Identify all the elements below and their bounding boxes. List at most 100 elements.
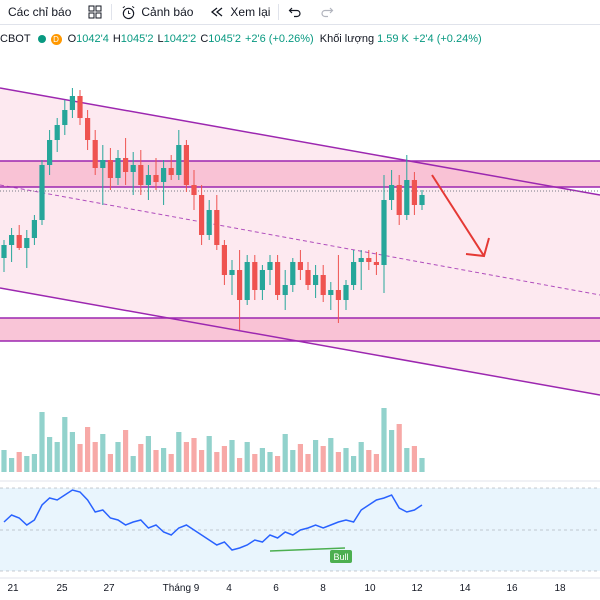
candle-body: [130, 165, 136, 172]
volume-bar: [358, 442, 364, 472]
volume-bar: [54, 442, 60, 472]
symbol-legend: CBOT D O 1042'4 H 1045'2 L 1042'2 C 1045'2 +…: [0, 30, 482, 48]
volume-bar: [130, 456, 136, 472]
candle-body: [9, 235, 15, 245]
volume-bar: [313, 440, 319, 472]
candle-body: [16, 235, 22, 248]
change-value: +2'6 (+0.26%): [244, 33, 314, 45]
x-tick-label: 6: [273, 583, 279, 594]
time-axis[interactable]: 21 25 27 Tháng 9 4 6 8 10 12 14 16 18: [0, 578, 600, 600]
volume-bar: [69, 432, 75, 472]
indicators-label: Các chỉ báo: [8, 5, 72, 19]
volume-bar: [259, 448, 265, 472]
candle-body: [404, 180, 410, 215]
candle-body: [176, 145, 182, 175]
x-tick-label: Tháng 9: [162, 583, 200, 594]
candle-body: [373, 262, 379, 265]
x-tick-label: 27: [103, 583, 115, 594]
channel-mid-line: [0, 184, 600, 296]
candle-body: [168, 168, 174, 175]
candle-body: [145, 175, 151, 185]
forecast-arrow-head: [465, 237, 490, 258]
volume-bar: [297, 444, 303, 472]
volume-bar: [115, 442, 121, 472]
redo-icon: [319, 4, 335, 20]
volume-bar: [373, 454, 379, 472]
candle-body: [335, 290, 341, 300]
x-tick-label: 4: [226, 583, 232, 594]
candle-body: [320, 275, 326, 295]
candle-body: [282, 285, 288, 295]
high-value: 1045'2: [120, 33, 154, 45]
volume-bar: [199, 450, 205, 472]
candle-body: [153, 175, 159, 182]
alert-button[interactable]: Cảnh báo: [112, 0, 201, 24]
volume-bar: [320, 446, 326, 472]
candle-body: [351, 262, 357, 285]
x-tick-label: 16: [506, 583, 518, 594]
volume-bar: [206, 436, 212, 472]
forecast-arrow-line: [431, 174, 485, 257]
support-zone: [0, 318, 600, 341]
top-toolbar: Các chỉ báo Cảnh báo Xem lại: [0, 0, 600, 25]
candle-body: [77, 96, 83, 118]
candle-body: [389, 185, 395, 200]
low-label: L: [157, 33, 164, 45]
undo-button[interactable]: [279, 0, 311, 24]
candle-body: [92, 140, 98, 168]
volume-bar: [328, 438, 334, 472]
grid-icon: [87, 4, 103, 20]
volume-bar: [335, 452, 341, 472]
candle-body: [275, 262, 281, 295]
volume-bar: [24, 456, 30, 472]
volume-bar: [9, 458, 15, 472]
toolbar-divider: [111, 4, 113, 20]
replay-button[interactable]: Xem lại: [201, 0, 278, 24]
x-tick-label: 18: [554, 583, 566, 594]
candle-body: [107, 160, 113, 178]
volume-bar: [168, 454, 174, 472]
layout-grid-button[interactable]: [79, 0, 111, 24]
channel-upper-line: [0, 87, 600, 196]
volume-bar: [305, 454, 311, 472]
candle-body: [47, 140, 53, 165]
symbol-name[interactable]: CBOT: [0, 33, 31, 45]
volume-bar: [145, 436, 151, 472]
candle-body: [115, 158, 121, 178]
volume-bar: [153, 450, 159, 472]
candle-body: [366, 258, 372, 262]
volume-bar: [31, 454, 37, 472]
bull-badge: [330, 550, 352, 563]
volume-bar: [100, 434, 106, 472]
rsi-line: [3, 489, 423, 551]
volume-change: +2'4 (+0.24%): [412, 33, 482, 45]
candle-body: [229, 270, 235, 275]
volume-bar: [183, 442, 189, 472]
volume-bar: [85, 427, 91, 472]
volume-bar: [123, 430, 129, 472]
alarm-clock-icon: [120, 4, 136, 20]
volume-bar: [267, 452, 273, 472]
candle-body: [297, 262, 303, 270]
redo-button[interactable]: [311, 0, 343, 24]
volume-bar: [47, 437, 53, 472]
volume-bar: [138, 444, 144, 472]
candle-body: [358, 258, 364, 262]
candle-body: [396, 185, 402, 215]
candle-body: [343, 285, 349, 300]
volume-bar: [1, 450, 7, 472]
candle-body: [24, 238, 30, 248]
candle-body: [123, 158, 129, 172]
volume-bar: [77, 444, 83, 472]
volume-bar: [221, 446, 227, 472]
candle-body: [62, 110, 68, 125]
indicators-button[interactable]: Các chỉ báo: [0, 0, 79, 24]
volume-value: 1.59 K: [377, 33, 409, 45]
volume-bar: [252, 454, 258, 472]
candle-body: [411, 180, 417, 205]
candle-body: [85, 118, 91, 140]
volume-bar: [161, 448, 167, 472]
volume-bar: [366, 450, 372, 472]
candle-body: [183, 145, 189, 185]
